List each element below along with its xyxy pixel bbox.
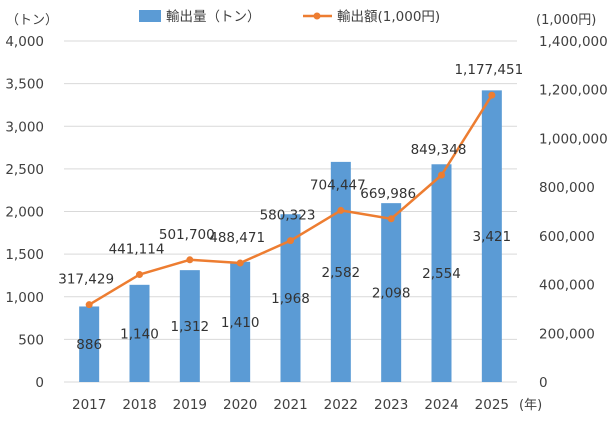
bar-data-labels: 886 1,140 1,312 1,410 1,968 2,582 2,098 2,554 3,… [76,229,511,353]
bar [280,214,301,382]
bar-data-label: 886 [76,337,102,353]
right-tick-label: 1,400,000 [539,34,608,50]
legend: 輸出量（トン） 輸出額(1,000円) [139,9,440,25]
left-tick-label: 2,500 [5,162,44,178]
x-tick-label: 2021 [273,397,307,413]
right-tick-label: 0 [539,375,548,391]
bar [129,284,150,382]
left-tick-label: 2,000 [5,205,44,221]
bar [179,270,200,382]
line-data-label: 849,348 [411,142,467,158]
value-point [136,271,143,279]
left-tick-label: 1,500 [5,247,44,263]
bar [330,161,351,382]
line-series [85,91,496,309]
right-axis-unit: (1,000円) [536,13,596,28]
legend-label-volume: 輸出量（トン） [166,9,261,25]
bar-series [79,90,502,383]
line-data-label: 441,114 [109,242,165,258]
line-data-label: 317,429 [58,272,114,288]
bar [230,261,251,382]
x-axis-unit: (年) [519,398,542,413]
left-tick-label: 4,000 [5,34,44,50]
right-tick-label: 200,000 [539,326,595,342]
right-tick-label: 1,200,000 [539,83,608,99]
right-tick-label: 800,000 [539,180,595,196]
bar-data-label: 2,554 [422,266,461,282]
right-tick-label: 1,000,000 [539,131,608,147]
x-tick-label: 2024 [424,397,458,413]
value-point [488,91,496,99]
legend-marker-value [313,12,321,20]
line-data-label: 704,447 [310,177,366,193]
line-data-label: 580,323 [260,208,316,224]
line-data-label: 1,177,451 [454,62,523,78]
x-tick-label: 2022 [324,397,358,413]
line-data-label: 669,986 [360,186,416,202]
legend-swatch-volume [139,10,161,22]
x-tick-label: 2023 [374,397,408,413]
x-tick-label: 2025 [475,397,509,413]
x-axis-ticks: 2017 2018 2019 2020 2021 2022 2023 2024 2025 [72,397,509,413]
x-tick-label: 2020 [223,397,257,413]
left-tick-label: 0 [35,375,44,391]
bar [381,203,402,382]
legend-label-value: 輸出額(1,000円) [337,9,440,25]
bar [481,90,502,383]
bar-data-label: 1,968 [271,291,310,307]
value-point [337,206,345,214]
x-tick-label: 2017 [72,397,106,413]
value-point [387,215,395,223]
value-point [438,171,445,179]
value-point [236,259,244,267]
bar [431,164,452,382]
right-tick-label: 400,000 [539,278,595,294]
bar-data-label: 1,312 [171,319,210,335]
value-point [85,301,93,309]
bar-data-label: 1,140 [120,326,159,342]
value-point [287,237,294,245]
bar-data-label: 2,582 [322,265,361,281]
right-tick-label: 600,000 [539,229,595,245]
bar-data-label: 1,410 [221,315,260,331]
line-data-label: 501,700 [159,227,215,243]
bar-data-label: 3,421 [473,229,512,245]
value-point [186,256,194,264]
left-tick-label: 500 [18,332,44,348]
left-tick-label: 3,500 [5,77,44,93]
right-axis-ticks: 0 200,000 400,000 600,000 800,000 1,000,000 1,… [539,34,608,391]
bar-data-label: 2,098 [372,286,411,302]
left-tick-label: 3,000 [5,119,44,135]
bar [79,306,100,382]
left-tick-label: 1,000 [5,290,44,306]
left-axis-unit: （トン） [6,13,58,28]
x-tick-label: 2018 [122,397,156,413]
x-tick-label: 2019 [173,397,207,413]
line-data-label: 488,471 [209,230,265,246]
left-axis-ticks: 0 500 1,000 1,500 2,000 2,500 3,000 3,500 4,000 [5,34,44,391]
